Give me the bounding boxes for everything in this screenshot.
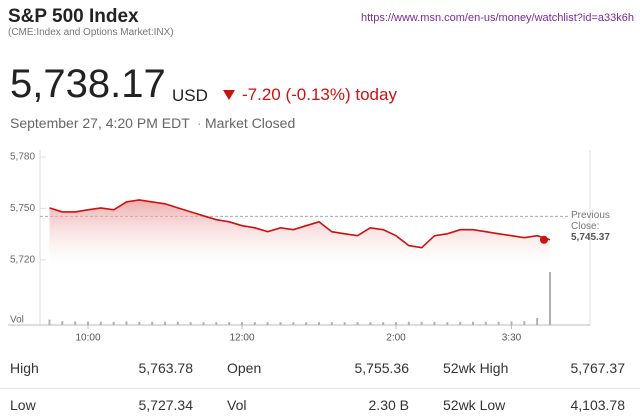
volume-bar <box>382 322 385 325</box>
row-divider <box>0 388 640 389</box>
last-point <box>540 235 548 244</box>
price-line <box>49 199 551 249</box>
x-tick-label: 2:00 <box>386 333 406 344</box>
volume-bar <box>446 322 449 325</box>
x-tick-label: 12:00 <box>229 333 254 344</box>
title: S&P 500 Index <box>8 6 139 27</box>
chart: 5,780 5,750 5,720 10:00 12:00 2:00 3:30 Vol <box>8 150 591 344</box>
volume-bar <box>241 322 243 325</box>
stat-label: 52wk Low <box>443 397 506 413</box>
volume-bar <box>523 321 526 325</box>
price-area <box>49 199 550 265</box>
down-arrow <box>223 90 235 100</box>
volume-bar <box>279 322 282 325</box>
stat-label: 52wk High <box>443 360 509 376</box>
volume-bar <box>536 317 539 325</box>
volume-bar <box>266 322 269 325</box>
x-tick-label: 10:00 <box>75 333 100 344</box>
volume-label: Vol <box>10 315 24 326</box>
volume-bar <box>228 322 231 325</box>
stat-value: 5,755.36 <box>354 360 410 376</box>
stat-value: 5,727.34 <box>138 397 194 413</box>
volume-bar <box>369 322 372 325</box>
volume-bar <box>484 321 487 325</box>
volume-bar <box>510 321 513 325</box>
x-tick-label: 3:30 <box>502 333 522 344</box>
volume-bar <box>549 272 551 325</box>
market-status: Market Closed <box>205 115 296 131</box>
price: 5,738.17 <box>10 62 166 106</box>
volume-bar <box>151 321 154 325</box>
stat-label: Low <box>10 397 36 413</box>
stat-value: 2.30 B <box>368 397 409 413</box>
volume-bar <box>407 321 410 325</box>
volume-bar <box>459 321 462 325</box>
volume-bar <box>99 321 102 325</box>
volume-bar <box>343 322 346 325</box>
volume-bar <box>189 322 192 325</box>
url[interactable]: https://www.msn.com/en-us/money/watchlis… <box>361 12 634 24</box>
stat-label: Vol <box>227 397 247 413</box>
volume-bar <box>395 322 397 325</box>
volume-bar <box>138 321 141 325</box>
stat-label: Open <box>227 360 262 376</box>
volume-bar <box>164 321 166 325</box>
stat-value: 5,763.78 <box>138 360 194 376</box>
volume-bar <box>472 321 474 325</box>
volume-bar <box>497 321 500 325</box>
previous-close-label: Previous Close: <box>571 210 610 232</box>
volume-bar <box>433 321 436 325</box>
stat-value: 5,767.37 <box>570 360 626 376</box>
volume-bar <box>356 322 359 325</box>
timestamp: September 27, 4:20 PM EDT <box>10 115 190 131</box>
volume-bar <box>202 322 205 325</box>
volume-bar <box>87 321 89 325</box>
separator: · <box>197 115 202 131</box>
volume-bar <box>125 321 128 325</box>
volume-bar <box>420 321 423 325</box>
volume-bar <box>74 321 77 325</box>
change: -7.20 (-0.13%) today <box>242 85 397 104</box>
y-tick-label: 5,750 <box>10 203 35 214</box>
volume-bar <box>112 321 115 325</box>
stat-label: High <box>10 360 39 376</box>
volume-bar <box>176 321 179 325</box>
subtitle: (CME:Index and Options Market:INX) <box>8 27 174 38</box>
previous-close-value: 5,745.37 <box>571 232 610 243</box>
volume-bar <box>292 322 295 325</box>
y-tick-label: 5,720 <box>10 254 35 265</box>
stat-value: 4,103.78 <box>570 397 626 413</box>
currency: USD <box>172 86 208 105</box>
volume-bar <box>48 319 51 325</box>
volume-bar <box>61 321 64 325</box>
volume-bar <box>253 322 256 325</box>
volume-bar <box>215 322 218 325</box>
volume-bar <box>318 322 320 325</box>
volume-bar <box>305 322 308 325</box>
y-tick-label: 5,780 <box>10 152 35 163</box>
volume-bar <box>330 322 333 325</box>
